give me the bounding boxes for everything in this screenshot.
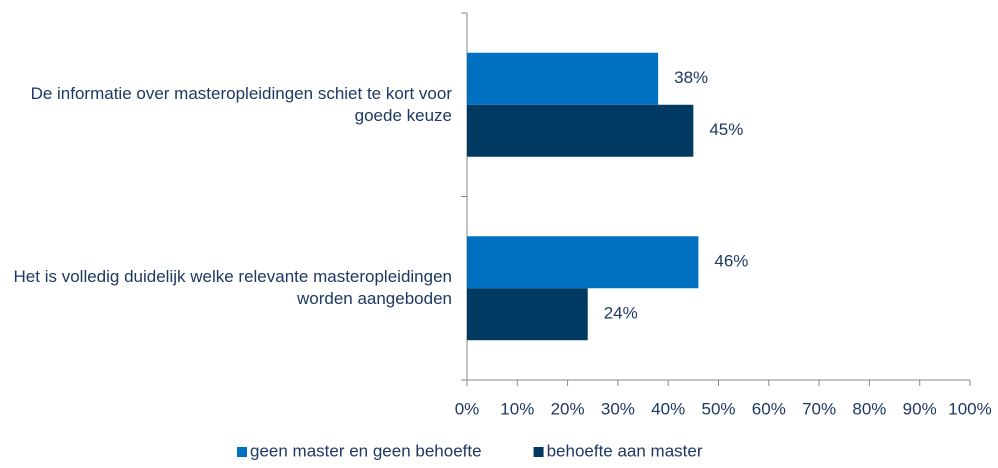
legend-label: geen master en geen behoefte [250, 441, 482, 460]
x-tick-label: 40% [651, 399, 685, 418]
value-label: 38% [674, 68, 708, 87]
bar [467, 104, 694, 157]
x-tick-label: 30% [601, 399, 635, 418]
legend-label: behoefte aan master [547, 441, 703, 460]
bar [467, 236, 699, 289]
x-tick-label: 90% [903, 399, 937, 418]
value-label: 45% [709, 120, 743, 139]
value-label: 24% [604, 304, 638, 323]
x-tick-label: 70% [802, 399, 836, 418]
bar [467, 52, 659, 105]
legend-swatch [533, 447, 544, 457]
x-tick-label: 80% [852, 399, 886, 418]
x-tick-label: 100% [948, 399, 991, 418]
x-tick-label: 0% [455, 399, 480, 418]
bar [467, 288, 588, 341]
x-tick-label: 10% [500, 399, 534, 418]
legend-swatch [237, 447, 247, 457]
category-label: Het is volledig duidelijk welke relevant… [13, 267, 452, 309]
category-label: De informatie over masteropleidingen sch… [30, 83, 452, 125]
x-tick-label: 60% [752, 399, 786, 418]
x-tick-label: 20% [551, 399, 585, 418]
value-label: 46% [714, 252, 748, 271]
x-tick-label: 50% [701, 399, 735, 418]
